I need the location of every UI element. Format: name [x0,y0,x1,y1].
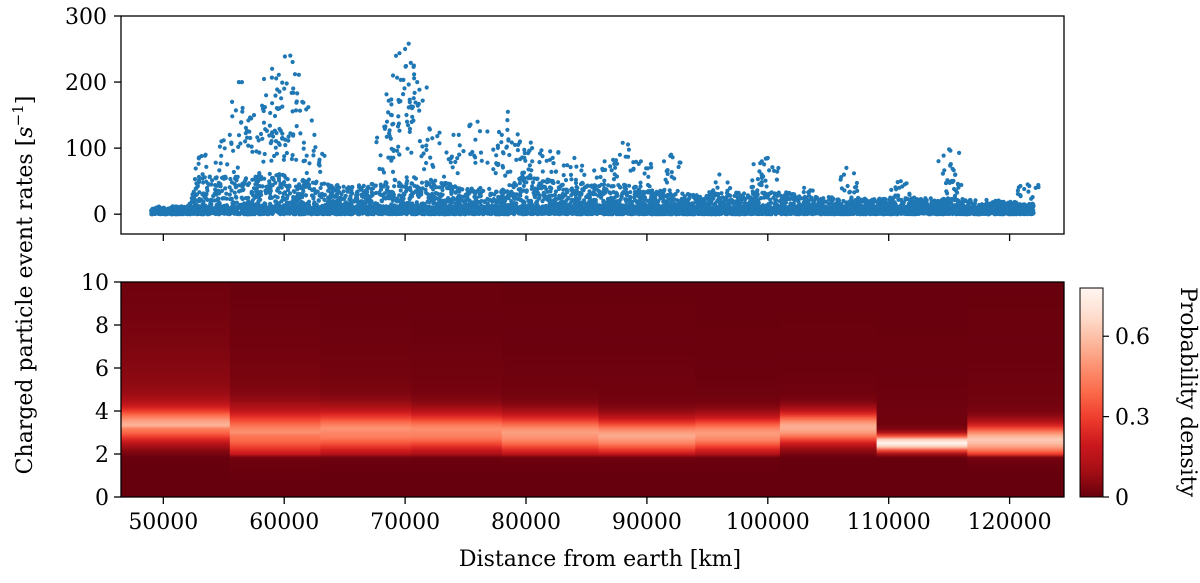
scatter-point [303,193,308,198]
scatter-point [204,206,209,211]
scatter-point [343,201,348,206]
scatter-point [227,185,232,190]
y-axis-label: Charged particle event rates [s−1] [9,96,38,475]
scatter-point [268,201,273,206]
scatter-point [928,196,933,201]
scatter-point [209,182,214,187]
scatter-point [437,185,442,190]
scatter-point [627,183,632,188]
scatter-point [206,181,211,186]
scatter-point [579,192,584,197]
scatter-point [548,189,553,194]
scatter-point [316,198,321,203]
scatter-point [556,180,561,185]
scatter-point [292,177,297,183]
scatter-point [306,202,312,207]
scatter-point [229,188,234,193]
scatter-point [329,194,334,199]
y-axis-label-text: Charged particle event rates [s−1] [9,96,38,475]
scatter-point [398,188,403,193]
scatter-point [341,184,346,189]
scatter-point [318,185,323,191]
scatter-point [984,197,989,203]
scatter-point [349,191,354,196]
scatter-point [675,188,680,194]
scatter-point [262,176,267,181]
scatter-point [580,187,585,192]
scatter-point [413,176,418,181]
scatter-point [219,188,225,193]
scatter-point [440,187,445,193]
scatter-point [524,195,529,200]
scatter-point [517,181,523,186]
scatter-point [490,203,495,208]
scatter-point [202,175,207,180]
scatter-point [240,211,245,216]
scatter-point [404,175,409,180]
scatter-point [385,185,390,190]
scatter-point [816,201,821,206]
scatter-point [276,178,282,183]
scatter-point [273,194,278,199]
scatter-point [280,195,285,200]
scatter-point [210,206,215,211]
scatter-points [149,41,1041,217]
scatter-point [553,189,559,194]
scatter-point [598,190,603,195]
scatter-point [566,196,571,201]
scatter-point [680,191,685,196]
scatter-point [200,172,205,177]
scatter-point [573,180,579,186]
